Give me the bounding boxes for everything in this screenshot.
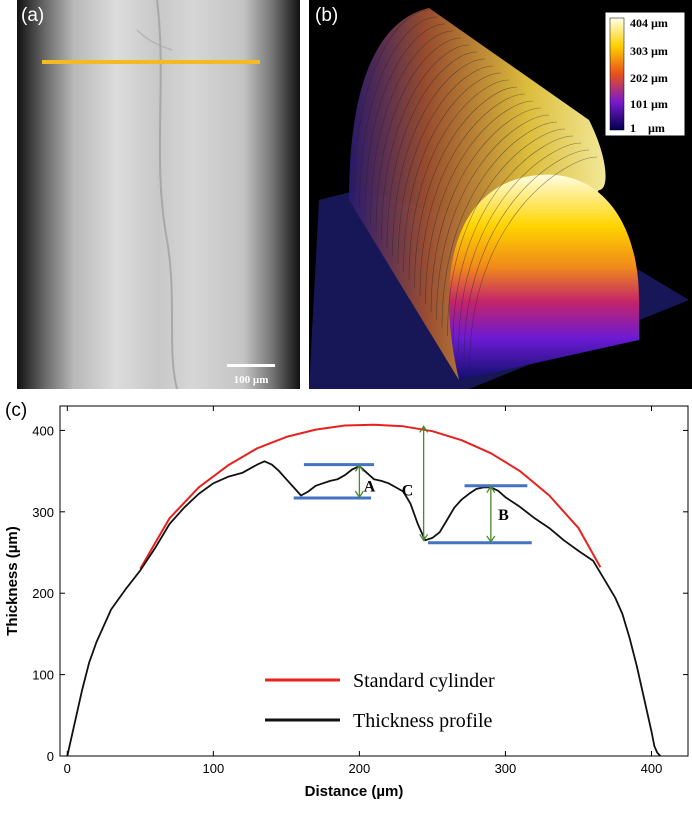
annotation-b-label: B — [498, 507, 509, 524]
surface-mesh — [353, 9, 598, 369]
mesh-line — [353, 9, 430, 201]
panel-c-label: (c) — [5, 400, 28, 421]
mesh-line — [419, 93, 526, 297]
colorbar — [609, 17, 625, 131]
mesh-line — [397, 65, 494, 265]
mesh-line — [414, 86, 518, 289]
panel-a-label: (a) — [21, 5, 45, 26]
panel-b-label: (b) — [315, 5, 339, 26]
mesh-line — [447, 128, 566, 337]
plot-frame — [59, 405, 689, 757]
fiber-crease — [156, 0, 178, 389]
colorbar-tick-101: 101 µm — [630, 97, 668, 111]
mesh-line — [403, 72, 502, 273]
arrow-head-top — [419, 425, 429, 433]
colorbar-tick-202: 202 µm — [630, 71, 668, 85]
panel-b-svg: 404 µm 303 µm 202 µm 101 µm 1 µm — [309, 8, 689, 389]
mesh-line — [386, 51, 478, 249]
scale-bar — [227, 364, 275, 367]
legend-label: Standard cylinder — [353, 670, 495, 692]
surface-end-cap — [448, 174, 639, 380]
scale-bar-label: 100 µm — [234, 374, 269, 386]
y-tick-label: 200 — [32, 586, 54, 601]
mesh-line — [375, 37, 462, 233]
mesh-line — [452, 135, 574, 345]
mesh-line — [425, 100, 534, 305]
y-tick-label: 300 — [32, 505, 54, 520]
arrow-head-bottom — [354, 490, 364, 499]
arrow-head-bottom — [486, 535, 496, 544]
mesh-line — [463, 149, 590, 361]
annotation-b-arrow — [486, 485, 496, 544]
colorbar-tick-404: 404 µm — [630, 16, 668, 30]
arrow-head-top — [486, 485, 496, 493]
annotation-c-label: C — [402, 483, 414, 500]
mesh-line — [430, 107, 542, 313]
colorbar-tick-303: 303 µm — [630, 44, 668, 58]
arrow-head-top — [354, 464, 364, 472]
panel-b-image: 404 µm 303 µm 202 µm 101 µm 1 µm — [309, 0, 692, 389]
fiber-body — [17, 0, 300, 389]
thickness-profile-line — [66, 460, 661, 757]
mesh-line — [359, 16, 438, 209]
mesh-line — [458, 142, 582, 353]
x-tick-label: 0 — [64, 761, 71, 776]
panel-a-svg: 100 µm — [17, 0, 300, 389]
y-tick-label: 100 — [32, 668, 54, 683]
colorbar-tick-1: 1 µm — [630, 121, 665, 135]
x-axis-label: Distance (µm) — [305, 783, 404, 800]
x-tick-label: 200 — [349, 761, 371, 776]
x-tick-label: 400 — [641, 761, 663, 776]
mesh-line — [436, 114, 550, 321]
y-axis-label: Thickness (µm) — [4, 526, 21, 636]
thickness-chart: A B C 0 100 200 300 400 0 100 200 300 400 Distance (… — [4, 405, 689, 800]
standard-cylinder-line — [139, 423, 602, 570]
annotation-a-label: A — [364, 478, 376, 495]
annotation-c-arrow — [419, 425, 429, 542]
arrow-head-bottom — [419, 533, 429, 542]
fiber-crease-small — [136, 29, 173, 51]
x-tick-label: 100 — [202, 761, 224, 776]
mesh-line — [469, 156, 598, 369]
mesh-line — [392, 58, 486, 257]
legend-label: Thickness profile — [353, 710, 493, 732]
panel-c-chart: A B C 0 100 200 300 400 0 100 200 300 400 Distance (… — [0, 398, 692, 809]
surface-side — [349, 8, 606, 380]
x-tick-label: 300 — [495, 761, 517, 776]
panel-a-image: 100 µm — [17, 0, 300, 389]
mesh-line — [441, 121, 558, 329]
mesh-line — [364, 23, 446, 217]
mesh-line — [408, 79, 510, 281]
mesh-line — [381, 44, 470, 241]
y-tick-label: 400 — [32, 423, 54, 438]
annotation-a-arrow — [354, 464, 364, 499]
mesh-line — [370, 30, 454, 225]
y-tick-label: 0 — [47, 749, 54, 764]
